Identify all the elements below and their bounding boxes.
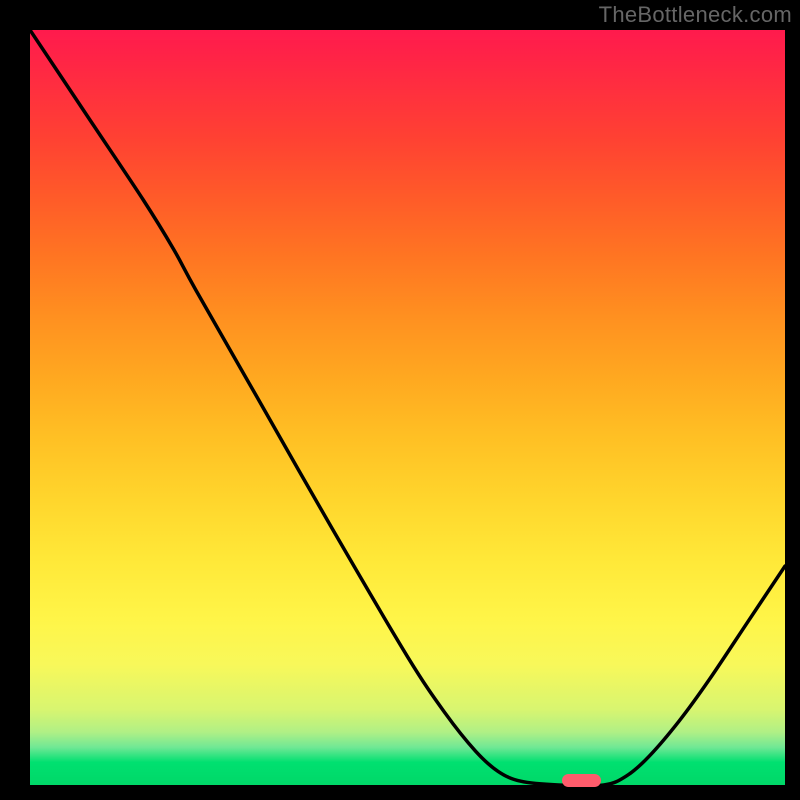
plot-area	[30, 30, 785, 785]
optimum-marker	[562, 774, 601, 788]
curve-layer	[30, 30, 785, 785]
bottleneck-curve	[30, 30, 785, 785]
bottleneck-chart: TheBottleneck.com	[0, 0, 800, 800]
watermark-text: TheBottleneck.com	[599, 2, 792, 28]
